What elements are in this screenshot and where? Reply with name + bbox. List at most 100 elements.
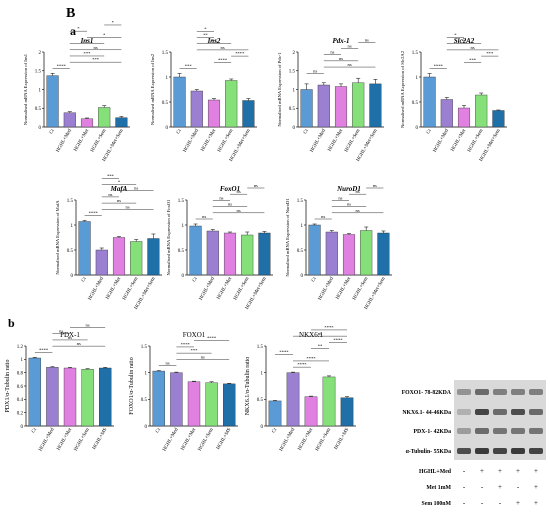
x-tick-label: HGHL+Sem [344, 128, 361, 153]
sig-label: ns [108, 192, 112, 197]
blot-band [457, 409, 471, 415]
blot-condition-sign: - [517, 483, 520, 491]
y-axis-label: Normalised mRNA Expression of FoxO1 [166, 199, 171, 276]
bar [189, 225, 202, 276]
y-tick-label: 0 [301, 274, 304, 279]
sig-label: ns [321, 214, 325, 219]
bar [325, 231, 338, 276]
sig-label: ns [126, 204, 130, 209]
charts-layer: Ins1 0 0.5 1 1.5 2 Normalised mRNA Expression … [5, 20, 507, 452]
sig-label: **** [181, 342, 191, 347]
sig-label: **** [207, 336, 217, 341]
y-tick-label: 1 [21, 358, 24, 363]
sig-label: ** [203, 33, 208, 38]
sig-label: ns [356, 208, 360, 213]
sig-label: ns [338, 195, 342, 200]
sig-label: ns [318, 331, 322, 336]
sig-label: *** [92, 57, 100, 62]
x-tick-label: HGHL+Med [38, 427, 56, 452]
bar [475, 94, 488, 128]
blot-condition-sign: - [499, 499, 502, 507]
y-tick-label: 1 [416, 76, 419, 81]
y-axis-label: Normalised mRNA Expression of Slc2A2 [400, 50, 405, 128]
sig-label: ns [237, 208, 241, 213]
bar [112, 237, 126, 276]
bar [492, 110, 505, 128]
chart-2: Pdx-1 0 0.5 1 1.5 2 Normalised mRNA Expression… [277, 37, 384, 163]
blot-membrane [454, 380, 546, 460]
y-tick-label: 1.5 [412, 51, 419, 56]
x-tick-label: HGHL+Met [57, 427, 74, 451]
bar [130, 241, 143, 276]
sig-label: ns [68, 335, 72, 340]
blot-condition-label: HGHL+Med [419, 469, 452, 475]
y-tick-label: 0.5 [35, 107, 42, 112]
x-tick-label: HGHL+Met [74, 128, 91, 152]
x-tick-label: Ct [155, 427, 162, 434]
y-tick-label: 0.5 [178, 249, 185, 254]
sig-label: ns [373, 183, 377, 188]
y-tick-label: 1 [293, 88, 296, 93]
x-tick-label: HGHL+Met [201, 128, 218, 152]
y-tick-label: 1.5 [297, 199, 304, 204]
x-tick-label: HGHL+Met [451, 128, 468, 152]
y-tick-label: 0 [21, 425, 24, 430]
blot-band [457, 389, 471, 395]
x-tick-label: Ct [311, 276, 318, 283]
y-tick-label: 0 [145, 425, 148, 430]
sig-label: ns [471, 45, 475, 50]
sig-label: **** [297, 362, 307, 367]
x-tick-label: HGHL+Med [88, 276, 106, 301]
x-tick-label: HGHL+Med [310, 128, 328, 153]
blot-band [529, 409, 543, 415]
chart-title: NuroD1 [336, 185, 361, 193]
bar [317, 84, 330, 128]
x-tick-label: HGHL+Met [181, 427, 198, 451]
sig-label: *** [185, 64, 193, 69]
x-tick-label: HGHL+MS [92, 427, 108, 450]
blot-condition-sign: + [534, 483, 538, 491]
y-tick-label: 0.5 [289, 107, 296, 112]
y-tick-label: 0.5 [412, 101, 419, 106]
y-tick-label: 1.5 [141, 345, 148, 350]
sig-label: **** [324, 325, 334, 330]
x-tick-label: HGHL+Sem [315, 427, 332, 452]
sig-label: **** [434, 64, 444, 69]
y-tick-label: 2 [293, 51, 296, 56]
bar [300, 89, 313, 128]
x-tick-label: Ct [81, 276, 88, 283]
sig-label: ns [348, 62, 352, 67]
y-axis-label: PDX1/α-Tubulin ratio [5, 359, 11, 412]
bar [340, 397, 354, 427]
blot-band [511, 428, 525, 434]
x-tick-label: HGHL+Met [328, 128, 345, 152]
blot-condition-sign: - [463, 499, 466, 507]
sig-label: **** [333, 337, 343, 342]
bar [322, 376, 336, 427]
bar [304, 396, 318, 427]
bar [286, 372, 300, 427]
bar [352, 82, 365, 128]
chart-title: Ins1 [80, 37, 94, 45]
blot-condition-sign: - [481, 499, 484, 507]
y-tick-label: 1 [39, 88, 42, 93]
y-tick-label: 1 [145, 371, 148, 376]
x-tick-label: HGHL+Med [279, 427, 297, 452]
x-tick-label: HGHL+Sem [74, 427, 91, 452]
bar [268, 400, 282, 427]
bar [241, 234, 254, 276]
bar [205, 382, 218, 427]
sig-label: * [118, 180, 121, 185]
x-tick-label: Ct [303, 128, 310, 135]
x-tick-label: Ct [426, 128, 433, 135]
y-tick-label: 0.6 [17, 385, 24, 390]
bar [223, 383, 236, 427]
bar [206, 230, 219, 276]
sig-label: **** [39, 347, 49, 352]
chart-title: FOXO1 [183, 331, 206, 339]
blot-condition-sign: + [534, 467, 538, 475]
chart-title: Ins2 [207, 37, 221, 45]
sig-label: ns [86, 323, 90, 328]
